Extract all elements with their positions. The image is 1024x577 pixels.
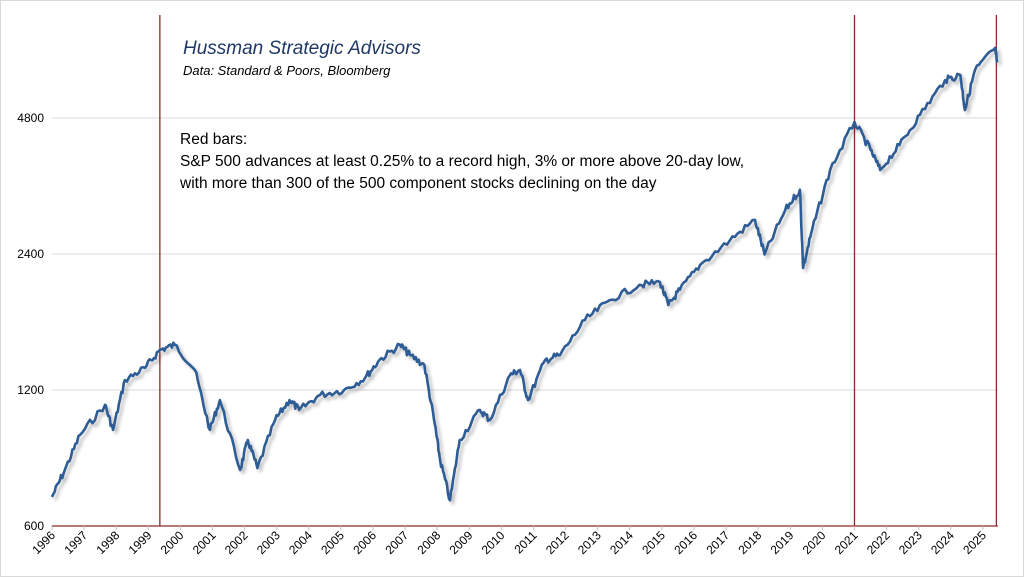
chart-subtitle: Data: Standard & Poors, Bloomberg	[183, 63, 391, 78]
x-tick-label: 2017	[703, 528, 732, 557]
x-tick-label: 1999	[126, 528, 155, 557]
x-tick-label: 2012	[543, 528, 572, 557]
x-tick-label: 2018	[736, 528, 765, 557]
x-tick-label: 2002	[222, 528, 251, 557]
x-tick-label: 2008	[415, 528, 444, 557]
x-tick-label: 2014	[607, 528, 636, 557]
annotation-line-2: S&P 500 advances at least 0.25% to a rec…	[180, 153, 744, 170]
x-tick-label: 2025	[960, 528, 989, 557]
x-tick-label: 1997	[61, 528, 90, 557]
x-tick-label: 2023	[896, 528, 925, 557]
x-tick-label: 2005	[318, 528, 347, 557]
x-tick-label: 2015	[639, 528, 668, 557]
x-tick-label: 2004	[286, 528, 315, 557]
chart-title: Hussman Strategic Advisors	[183, 38, 421, 59]
x-tick-label: 2003	[254, 528, 283, 557]
y-tick-label: 1200	[17, 383, 44, 397]
x-tick-label: 2016	[671, 528, 700, 557]
x-tick-label: 2009	[447, 528, 476, 557]
x-tick-label: 2024	[928, 528, 957, 557]
x-tick-label: 2010	[479, 528, 508, 557]
x-tick-label: 2007	[382, 528, 411, 557]
y-tick-label: 600	[24, 519, 44, 533]
x-tick-label: 2013	[575, 528, 604, 557]
x-tick-label: 2006	[350, 528, 379, 557]
y-tick-label: 2400	[17, 247, 44, 261]
x-tick-label: 2001	[190, 528, 219, 557]
x-tick-label: 2022	[864, 528, 893, 557]
y-tick-label: 4800	[17, 111, 44, 125]
x-tick-label: 1998	[94, 528, 123, 557]
annotation-line-1: Red bars:	[180, 131, 247, 148]
x-tick-label: 2011	[511, 528, 539, 556]
x-tick-label: 2021	[832, 528, 861, 557]
x-tick-label: 2000	[158, 528, 187, 557]
x-tick-label: 2020	[800, 528, 829, 557]
x-tick-label: 2019	[768, 528, 797, 557]
sp500-series-line	[50, 46, 999, 502]
annotation-line-3: with more than 300 of the 500 component …	[179, 175, 657, 192]
